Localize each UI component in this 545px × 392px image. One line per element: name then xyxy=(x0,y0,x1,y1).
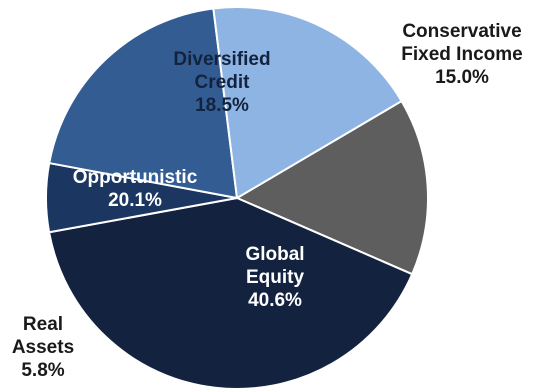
slice-name-label: Conservative xyxy=(402,21,521,42)
slice-name-label: Assets xyxy=(12,337,74,358)
slice-name-label: Diversified xyxy=(173,49,270,70)
slice-value-label: 40.6% xyxy=(248,290,302,311)
slice-name-label: Global xyxy=(245,244,304,265)
slice-label-conservative-fixed-income: Conservative Fixed Income 15.0% xyxy=(401,21,522,88)
slice-value-label: 5.8% xyxy=(21,360,64,381)
slice-name-label: Real xyxy=(23,314,63,335)
pie-slice-opportunistic xyxy=(48,7,238,199)
slice-value-label: 18.5% xyxy=(195,95,249,116)
pie-slice-global-equity xyxy=(48,197,414,390)
slice-label-real-assets: Real Assets 5.8% xyxy=(12,314,74,381)
pie-slice-diversified-credit xyxy=(212,6,403,199)
slice-name-label: Fixed Income xyxy=(401,44,522,65)
slice-value-label: 15.0% xyxy=(435,67,489,88)
slice-label-opportunistic: Opportunistic 20.1% xyxy=(73,167,198,211)
slice-label-diversified-credit: Diversified Credit 18.5% xyxy=(173,49,270,116)
slice-name-label: Equity xyxy=(246,267,304,288)
slice-name-label: Credit xyxy=(195,72,251,93)
slice-name-label: Opportunistic xyxy=(73,167,198,188)
slice-value-label: 20.1% xyxy=(108,190,162,211)
pie-slice-conservative-fixed-income xyxy=(236,100,429,276)
slice-label-global-equity: Global Equity 40.6% xyxy=(245,244,304,311)
